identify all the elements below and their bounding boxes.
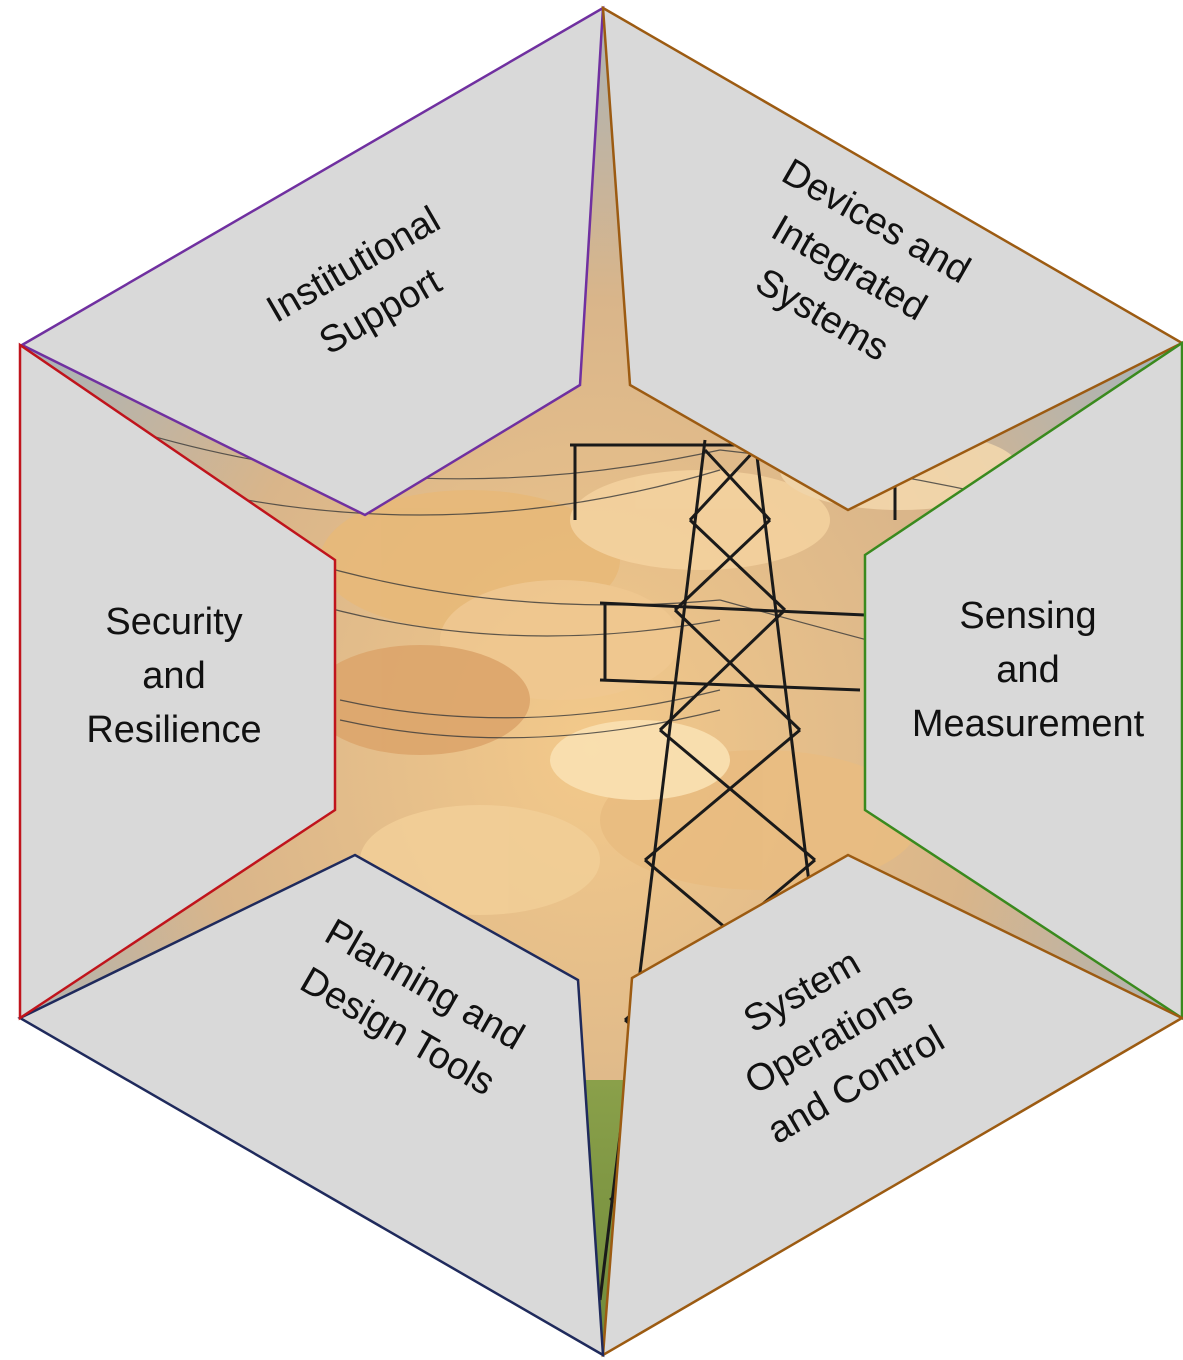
segment-sensing-and-measurement[interactable] xyxy=(863,340,1183,1021)
label-security-and-resilience: Security and Resilience xyxy=(86,601,261,751)
label-line: Sensing xyxy=(959,595,1096,637)
label-sensing-and-measurement: Sensing and Measurement xyxy=(912,595,1145,745)
label-line: Security xyxy=(105,601,242,643)
segment-devices-and-integrated-systems[interactable] xyxy=(601,5,1183,512)
label-line: Resilience xyxy=(86,709,261,751)
segment-institutional-support[interactable] xyxy=(19,5,605,517)
segment-security-and-resilience[interactable] xyxy=(18,342,337,1021)
segments xyxy=(17,5,1183,1358)
segment-planning-and-design-tools[interactable] xyxy=(17,853,605,1358)
label-line: and xyxy=(142,655,205,697)
label-line: and xyxy=(996,649,1059,691)
segment-system-operations-and-control[interactable] xyxy=(601,853,1183,1358)
label-line: Measurement xyxy=(912,703,1145,745)
